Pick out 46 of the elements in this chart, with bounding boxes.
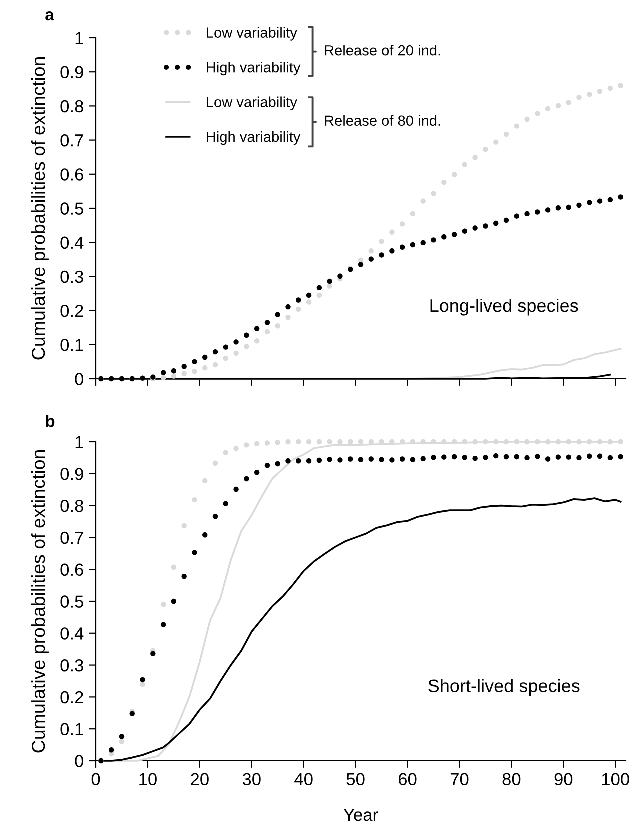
y-tick-label: 0.4: [60, 628, 84, 640]
x-tick-label: 10: [140, 773, 157, 786]
y-tick-label: 0.3: [60, 270, 84, 284]
legend-label: High variability: [207, 131, 301, 146]
x-tick-label: 80: [502, 773, 521, 786]
x-tick-label: 50: [346, 773, 365, 786]
y-tick-label: 0.3: [60, 659, 84, 672]
legend-label: Low variability: [207, 96, 298, 110]
x-tick-label: 0: [92, 773, 100, 786]
y-tick-label: 0.8: [60, 500, 84, 512]
x-tick-label: 40: [294, 773, 313, 786]
x-tick-label: 90: [554, 773, 573, 786]
y-tick-label: 1: [76, 32, 84, 44]
text: b: [46, 415, 55, 428]
y-tick-label: 0.5: [60, 596, 84, 608]
y-tick-label: 1: [76, 436, 84, 448]
annotation: Long-lived species: [430, 298, 578, 316]
annotation: Short-lived species: [428, 679, 580, 696]
y-tick-label: 0: [75, 755, 84, 768]
y-axis-title: Cumulative probabilities of extinction: [31, 58, 49, 360]
y-tick-label: 0.9: [60, 66, 84, 79]
x-tick-label: 20: [191, 773, 209, 786]
annotation: Release of 80 ind.: [325, 115, 440, 126]
y-tick-label: 0.2: [60, 691, 84, 704]
y-tick-label: 0.6: [60, 168, 84, 181]
annotation: Release of 20 ind.: [325, 45, 440, 56]
x-tick-label: 30: [242, 773, 261, 786]
y-tick-label: 0.8: [60, 100, 84, 113]
x-tick-label: 100: [602, 773, 630, 786]
y-tick-label: 0.9: [60, 468, 84, 480]
y-tick-label: 0.1: [60, 339, 84, 352]
legend-label: Low variability: [207, 27, 298, 41]
y-tick-label: 0.1: [60, 723, 84, 736]
x-axis-title: Year: [344, 809, 378, 822]
y-tick-label: 0.4: [60, 236, 84, 250]
x-tick-label: 70: [450, 773, 469, 786]
y-tick-label: 0.6: [60, 564, 84, 576]
legend-label: High variability: [207, 62, 301, 76]
y-tick-label: 0.2: [60, 304, 84, 318]
y-tick-label: 0: [75, 373, 84, 386]
y-tick-label: 0.5: [60, 202, 84, 215]
y-tick-label: 0.7: [60, 532, 84, 544]
x-tick-label: 60: [398, 773, 417, 786]
text: a: [46, 12, 54, 21]
y-axis-title: Cumulative probabilities of extinction: [31, 450, 49, 753]
y-tick-label: 0.7: [60, 134, 84, 147]
